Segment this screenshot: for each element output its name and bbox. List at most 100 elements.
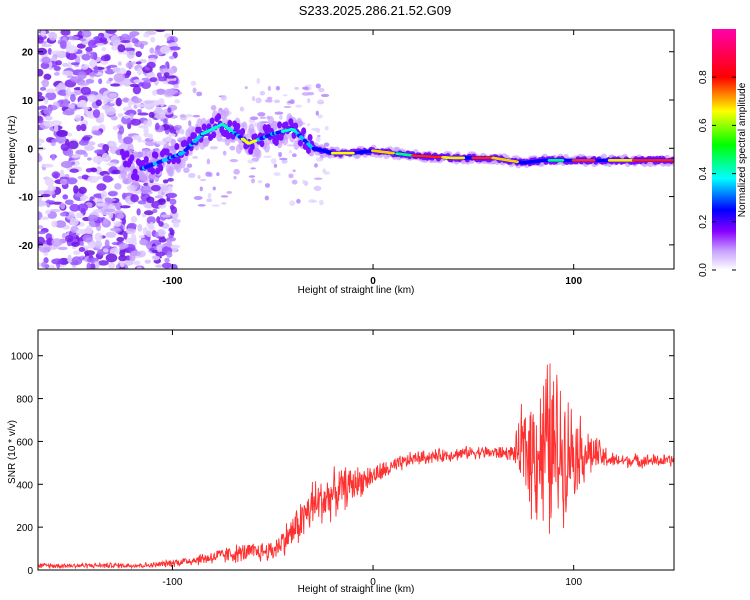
speckle-blob (108, 77, 113, 82)
speckle-blob (112, 125, 118, 131)
speckle-blob (317, 134, 321, 138)
speckle-blob (38, 262, 42, 268)
speckle-blob (318, 99, 323, 103)
speckle-blob (57, 246, 68, 251)
speckle-blob (143, 132, 150, 138)
speckle-blob (264, 99, 273, 103)
speckle-blob (130, 250, 142, 257)
speckle-blob (81, 30, 92, 38)
speckle-blob (305, 84, 312, 87)
speckle-blob (107, 191, 118, 197)
speckle-blob (135, 104, 146, 108)
speckle-blob (192, 156, 199, 159)
speckle-blob (51, 258, 63, 265)
speckle-blob (97, 260, 109, 266)
speckle-blob (104, 208, 116, 213)
speckle-blob (67, 61, 72, 70)
speckle-blob (53, 65, 61, 71)
speckle-blob (87, 39, 99, 48)
snr-ylabel: SNR (10 * v/v) (7, 420, 18, 484)
speckle-blob (156, 216, 161, 224)
speckle-blob (315, 83, 321, 89)
speckle-blob (104, 239, 110, 249)
speckle-blob (38, 68, 44, 77)
speckle-blob (38, 111, 42, 117)
trace-body (293, 122, 299, 130)
trace-body (150, 167, 156, 175)
speckle-blob (130, 118, 142, 126)
speckle-blob (199, 186, 203, 192)
speckle-blob (38, 36, 44, 44)
speckle-blob (105, 231, 117, 238)
trace-body (175, 156, 181, 164)
speckle-blob (179, 114, 187, 118)
speckle-blob (41, 78, 50, 88)
speckle-blob (155, 30, 166, 33)
speckle-blob (152, 89, 158, 96)
speckle-blob (100, 96, 107, 101)
speckle-blob (45, 209, 51, 215)
speckle-blob (132, 260, 141, 266)
speckle-blob (148, 133, 153, 140)
speckle-blob (270, 158, 277, 164)
trace-body (174, 143, 180, 151)
speckle-blob (38, 230, 46, 235)
speckle-blob (60, 160, 73, 169)
speckle-blob (52, 201, 63, 205)
speckle-blob (54, 220, 67, 228)
speckle-blob (53, 124, 59, 132)
speckle-blob (113, 73, 126, 83)
speckle-blob (120, 40, 131, 44)
speckle-blob (144, 259, 152, 264)
speckle-blob (38, 196, 43, 203)
speckle-blob (67, 132, 73, 137)
speckle-blob (259, 90, 266, 96)
trace-peak (229, 129, 234, 133)
speckle-blob (95, 99, 102, 107)
speckle-blob (266, 96, 273, 100)
speckle-blob (99, 37, 108, 42)
trace-body (216, 113, 222, 121)
trace-halo (179, 158, 186, 169)
speckle-blob (145, 230, 152, 237)
speckle-blob (209, 146, 219, 150)
speckle-blob (95, 43, 105, 47)
speckle-blob (196, 91, 203, 97)
speckle-blob (64, 199, 74, 205)
speckle-blob (94, 240, 102, 249)
speckle-blob (92, 198, 104, 202)
speckle-blob (69, 104, 76, 109)
speckle-blob (116, 236, 125, 243)
speckle-blob (118, 125, 125, 135)
speckle-blob (146, 196, 155, 204)
speckle-blob (135, 50, 142, 58)
speckle-blob (86, 262, 92, 269)
colorbar-tick-label: 0.4 (698, 166, 709, 180)
speckle-blob (137, 109, 142, 114)
speckle-blob (244, 86, 248, 90)
speckle-blob (323, 142, 330, 147)
speckle-blob (289, 200, 296, 206)
spectrogram-ytick-label: -20 (19, 241, 34, 252)
speckle-blob (233, 176, 237, 180)
trace-halo (127, 143, 134, 154)
trace-body (129, 154, 135, 162)
speckle-blob (143, 103, 152, 109)
snr-line (38, 363, 674, 570)
speckle-blob (130, 233, 137, 242)
speckle-blob (81, 53, 91, 61)
speckle-blob (38, 91, 43, 97)
speckle-blob (114, 183, 122, 190)
speckle-blob (206, 158, 211, 165)
speckle-blob (322, 168, 327, 174)
trace-body (227, 119, 233, 127)
speckle-blob (38, 106, 44, 111)
speckle-blob (38, 95, 46, 102)
speckle-blob (41, 43, 52, 48)
speckle-blob (274, 111, 284, 115)
speckle-blob (160, 65, 167, 69)
speckle-blob (61, 232, 67, 239)
speckle-blob (126, 49, 136, 59)
trace-peak (293, 130, 298, 133)
speckle-blob (183, 167, 190, 174)
